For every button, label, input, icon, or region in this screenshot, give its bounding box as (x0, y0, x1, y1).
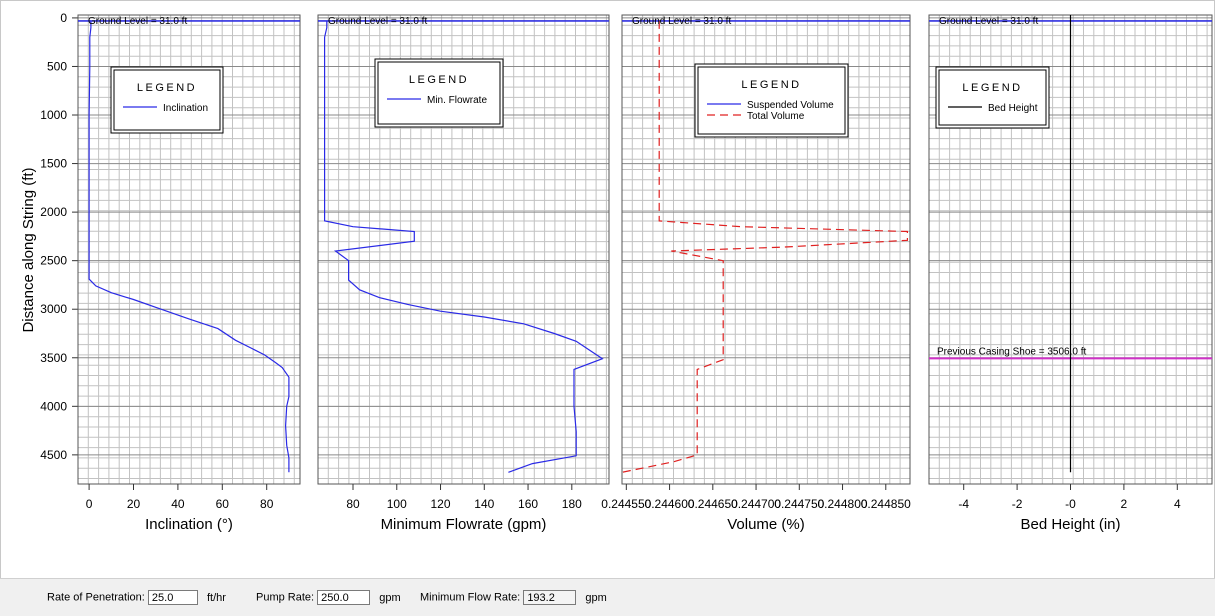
y-tick-label: 1000 (40, 108, 67, 122)
legend-box (935, 66, 1050, 129)
legend-entry: Inclination (163, 103, 208, 114)
y-tick-label: 1500 (40, 157, 67, 171)
ground-level-label: Ground Level = 31.0 ft (939, 16, 1038, 27)
x-tick-label: 4 (1174, 497, 1181, 511)
x-tick-label: 180 (562, 497, 582, 511)
legend-title: LEGEND (962, 82, 1022, 94)
x-tick-label: -4 (958, 497, 969, 511)
x-tick-label: 0.244550 (601, 497, 651, 511)
x-tick-label: 140 (474, 497, 494, 511)
legend: LEGEND Inclination (110, 66, 224, 134)
legend-title: LEGEND (137, 82, 197, 94)
legend-box (374, 58, 504, 128)
series-line (621, 20, 909, 473)
legend: LEGEND Bed Height (935, 66, 1050, 129)
track-plots: 050010001500200025003000350040004500Dist… (20, 11, 1213, 533)
x-tick-label: 0.244750 (774, 497, 824, 511)
x-tick-label: 160 (518, 497, 538, 511)
min-flow-rate-label: Minimum Flow Rate: (420, 591, 521, 604)
legend-entry: Suspended Volume (747, 100, 834, 111)
x-tick-label: 40 (171, 497, 185, 511)
x-tick-label: 80 (260, 497, 274, 511)
y-tick-label: 0 (60, 11, 67, 25)
series-line (88, 20, 290, 473)
x-tick-label: 120 (431, 497, 451, 511)
series-line (324, 20, 604, 473)
y-tick-label: 4000 (40, 399, 67, 413)
legend-entry: Total Volume (747, 111, 805, 122)
y-tick-label: 500 (47, 59, 67, 73)
x-tick-label: 0.244800 (818, 497, 868, 511)
x-tick-label: 2 (1121, 497, 1128, 511)
min-flow-rate-field: Minimum Flow Rate: 193.2 gpm (420, 590, 607, 605)
legend-inner-border (113, 69, 221, 131)
plot-frame (317, 14, 610, 485)
legend-box (110, 66, 224, 134)
x-tick-label: 100 (387, 497, 407, 511)
legend-entry: Min. Flowrate (427, 95, 487, 106)
x-tick-label: 0 (86, 497, 93, 511)
x-tick-label: 0.244600 (645, 497, 695, 511)
x-tick-label: 20 (127, 497, 141, 511)
y-tick-label: 3500 (40, 351, 67, 365)
x-axis-title: Inclination (°) (145, 516, 233, 533)
casing-shoe-label: Previous Casing Shoe = 3506.0 ft (937, 346, 1086, 357)
x-tick-label: 0.244850 (861, 497, 911, 511)
min-flow-rate-readout: 193.2 (523, 590, 577, 605)
plot-frame (621, 14, 911, 485)
rop-label: Rate of Penetration: (47, 591, 145, 604)
x-tick-label: -2 (1012, 497, 1023, 511)
pump-rate-input[interactable]: 250.0 (317, 590, 371, 605)
parameter-bar: Rate of Penetration: 25.0 ft/hr Pump Rat… (0, 578, 1215, 616)
x-tick-label: 0.244650 (688, 497, 738, 511)
legend: LEGEND Min. Flowrate (374, 58, 504, 128)
rop-field: Rate of Penetration: 25.0 ft/hr (47, 590, 226, 605)
plot-frame (77, 14, 301, 485)
x-tick-label: -0 (1065, 497, 1076, 511)
y-tick-label: 2000 (40, 205, 67, 219)
legend-inner-border (377, 61, 501, 125)
rop-unit: ft/hr (206, 591, 226, 604)
x-axis-title: Minimum Flowrate (gpm) (381, 516, 547, 533)
y-tick-label: 2500 (40, 254, 67, 268)
ground-level-label: Ground Level = 31.0 ft (328, 16, 427, 27)
y-tick-label: 4500 (40, 448, 67, 462)
track-panel (928, 14, 1213, 490)
legend-title: LEGEND (741, 79, 801, 91)
y-axis-title: Distance along String (ft) (20, 167, 37, 332)
x-tick-label: 80 (346, 497, 360, 511)
rop-input[interactable]: 25.0 (147, 590, 198, 605)
x-tick-label: 60 (216, 497, 230, 511)
legend-inner-border (697, 66, 846, 135)
pump-rate-label: Pump Rate: (256, 591, 315, 604)
track-panel (621, 14, 911, 490)
min-flow-rate-unit: gpm (585, 591, 607, 604)
legend-entry: Bed Height (988, 103, 1038, 114)
legend-box (694, 63, 849, 138)
y-tick-label: 3000 (40, 302, 67, 316)
x-axis-title: Volume (%) (727, 516, 805, 533)
pump-rate-field: Pump Rate: 250.0 gpm (256, 590, 401, 605)
pump-rate-unit: gpm (379, 591, 401, 604)
ground-level-label: Ground Level = 31.0 ft (88, 16, 187, 27)
x-tick-label: 0.244700 (731, 497, 781, 511)
legend-title: LEGEND (409, 74, 469, 86)
ground-level-label: Ground Level = 31.0 ft (632, 16, 731, 27)
legend-inner-border (938, 69, 1047, 126)
x-axis-title: Bed Height (in) (1020, 516, 1120, 533)
